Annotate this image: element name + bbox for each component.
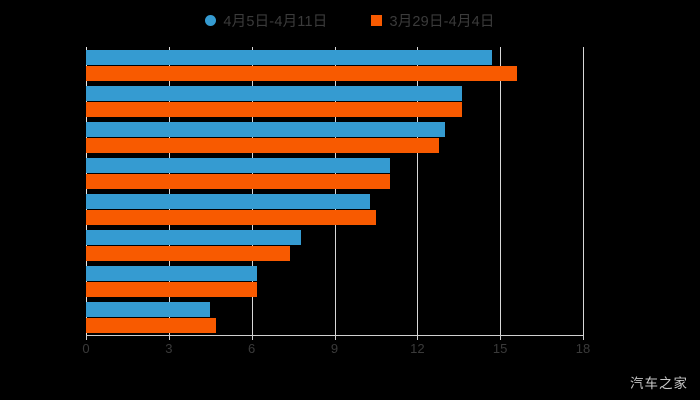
plot-area	[86, 47, 584, 335]
x-axis-tick-label: 6	[248, 341, 256, 356]
gridline	[168, 47, 170, 335]
gridline	[86, 47, 87, 335]
tick-mark	[168, 335, 170, 340]
bar-group	[86, 50, 583, 83]
legend-swatch-circle-icon	[205, 15, 217, 26]
legend-label: 3月29日-4月4日	[389, 14, 495, 30]
legend-label: 4月5日-4月11日	[223, 14, 328, 30]
bar[interactable]	[86, 86, 462, 101]
gridline	[251, 47, 253, 335]
bar[interactable]	[86, 282, 258, 297]
bar[interactable]	[86, 102, 462, 117]
x-axis-tick-label: 12	[410, 341, 425, 356]
x-axis-tick-label: 18	[575, 341, 591, 356]
chart-legend: 4月5日-4月11日 3月29日-4月4日	[0, 10, 700, 31]
bar[interactable]	[86, 318, 216, 333]
watermark: 汽车之家	[630, 376, 688, 391]
bar-group	[86, 194, 583, 227]
bar-group	[86, 122, 583, 155]
gridline	[417, 47, 419, 335]
bar[interactable]	[86, 194, 371, 209]
tick-mark	[86, 335, 87, 340]
x-axis-tick-label: 15	[492, 341, 508, 356]
gridline	[583, 47, 584, 335]
bar-group	[86, 266, 583, 299]
bar[interactable]	[86, 230, 302, 245]
bar[interactable]	[86, 210, 376, 225]
bar[interactable]	[86, 50, 492, 65]
bar[interactable]	[86, 246, 291, 261]
bar[interactable]	[86, 266, 258, 281]
tick-mark	[417, 335, 419, 340]
bar-group	[86, 86, 583, 119]
gridline	[500, 47, 502, 335]
bar[interactable]	[86, 302, 211, 317]
bar[interactable]	[86, 138, 440, 153]
bar-group	[86, 230, 583, 263]
bar-group	[86, 158, 583, 191]
x-axis-tick-label: 9	[330, 341, 339, 356]
bar[interactable]	[86, 122, 445, 137]
gridline	[334, 47, 336, 335]
tick-mark	[251, 335, 253, 340]
tick-mark	[500, 335, 502, 340]
bar-group	[86, 302, 583, 335]
legend-swatch-square-icon	[371, 15, 383, 26]
tick-mark	[334, 335, 336, 340]
bar[interactable]	[86, 174, 390, 189]
bar[interactable]	[86, 158, 390, 173]
x-axis-tick-label: 3	[165, 341, 173, 356]
legend-entry[interactable]: 4月5日-4月11日	[205, 10, 327, 31]
tick-mark	[583, 335, 584, 340]
bar[interactable]	[86, 66, 517, 81]
legend-entry[interactable]: 3月29日-4月4日	[371, 10, 494, 31]
x-axis-tick-label: 0	[82, 341, 90, 356]
